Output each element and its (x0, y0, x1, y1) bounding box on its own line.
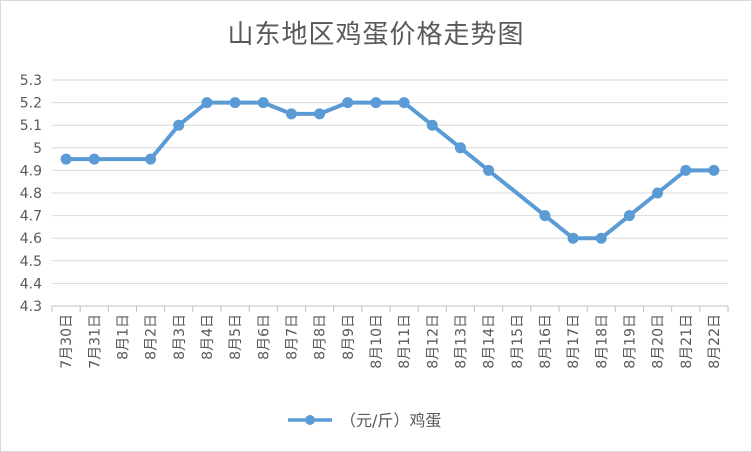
y-tick-label: 5.2 (20, 96, 42, 112)
data-point (285, 108, 297, 120)
y-tick-label: 4.5 (20, 254, 42, 270)
data-point (145, 153, 157, 165)
data-point (426, 119, 438, 131)
x-tick-label: 8月18日 (594, 314, 610, 369)
data-point (708, 164, 720, 176)
y-tick-label: 4.3 (20, 299, 42, 315)
data-point (454, 142, 466, 154)
x-tick-label: 8月15日 (510, 314, 526, 369)
data-point (623, 210, 635, 222)
y-tick-label: 5 (33, 141, 42, 157)
y-tick-label: 4.8 (20, 186, 42, 202)
legend: （元/斤）鸡蛋 (288, 411, 441, 430)
x-tick-label: 8月12日 (425, 314, 441, 369)
data-point (370, 97, 382, 109)
x-tick-label: 8月11日 (397, 314, 413, 369)
y-axis-ticks: 5.3 5.2 5.1 5 4.9 4.8 4.7 4.6 4.5 4.4 4.3 (20, 73, 42, 315)
x-tick-label: 8月8日 (313, 314, 329, 360)
x-tick-label: 8月22日 (707, 314, 723, 369)
x-tick-label: 8月13日 (453, 314, 469, 369)
x-tick-label: 8月19日 (622, 314, 638, 369)
data-point (229, 97, 241, 109)
x-tick-label: 7月30日 (59, 314, 75, 369)
x-tick-label: 8月2日 (144, 314, 160, 360)
data-point (567, 232, 579, 244)
data-point (652, 187, 664, 199)
x-tick-label: 8月6日 (256, 314, 272, 360)
series-line (64, 100, 716, 241)
y-tick-label: 4.7 (20, 209, 42, 225)
data-point (60, 153, 72, 165)
y-tick-label: 4.4 (20, 276, 42, 292)
y-tick-label: 5.1 (20, 118, 42, 134)
legend-point-marker (305, 415, 315, 425)
data-point (257, 97, 269, 109)
x-tick-label: 8月20日 (651, 314, 667, 369)
data-point (88, 153, 100, 165)
x-tick-label: 8月9日 (341, 314, 357, 360)
data-point (342, 97, 354, 109)
x-tick-label: 8月5日 (228, 314, 244, 360)
legend-entry: （元/斤）鸡蛋 (340, 411, 441, 430)
x-tick-label: 8月3日 (172, 314, 188, 360)
data-point (680, 164, 692, 176)
data-point (314, 108, 326, 120)
y-tick-label: 4.9 (20, 163, 42, 179)
x-tick-label: 8月10日 (369, 314, 385, 369)
x-axis: 7月30日 7月31日 8月1日 8月2日 8月3日 8月4日 8月5日 8月6日 8月7日 8月… (51, 305, 729, 369)
x-tick-label: 8月21日 (679, 314, 695, 369)
data-point (173, 119, 185, 131)
data-point (483, 164, 495, 176)
grid-lines (52, 79, 728, 284)
data-point (539, 210, 551, 222)
x-tick-label: 8月17日 (566, 314, 582, 369)
data-point (595, 232, 607, 244)
data-point (201, 97, 213, 109)
series-layer (60, 97, 720, 244)
x-tick-label: 8月14日 (482, 314, 498, 369)
y-tick-label: 5.3 (20, 73, 42, 89)
x-tick-label: 7月31日 (87, 314, 103, 369)
y-tick-label: 4.6 (20, 231, 42, 247)
x-tick-label: 8月4日 (200, 314, 216, 360)
x-tick-label: 8月16日 (538, 314, 554, 369)
x-tick-label: 8月7日 (284, 314, 300, 360)
x-tick-label: 8月1日 (115, 314, 131, 360)
chart-title: 山东地区鸡蛋价格走势图 (227, 20, 525, 50)
data-point (398, 97, 410, 109)
